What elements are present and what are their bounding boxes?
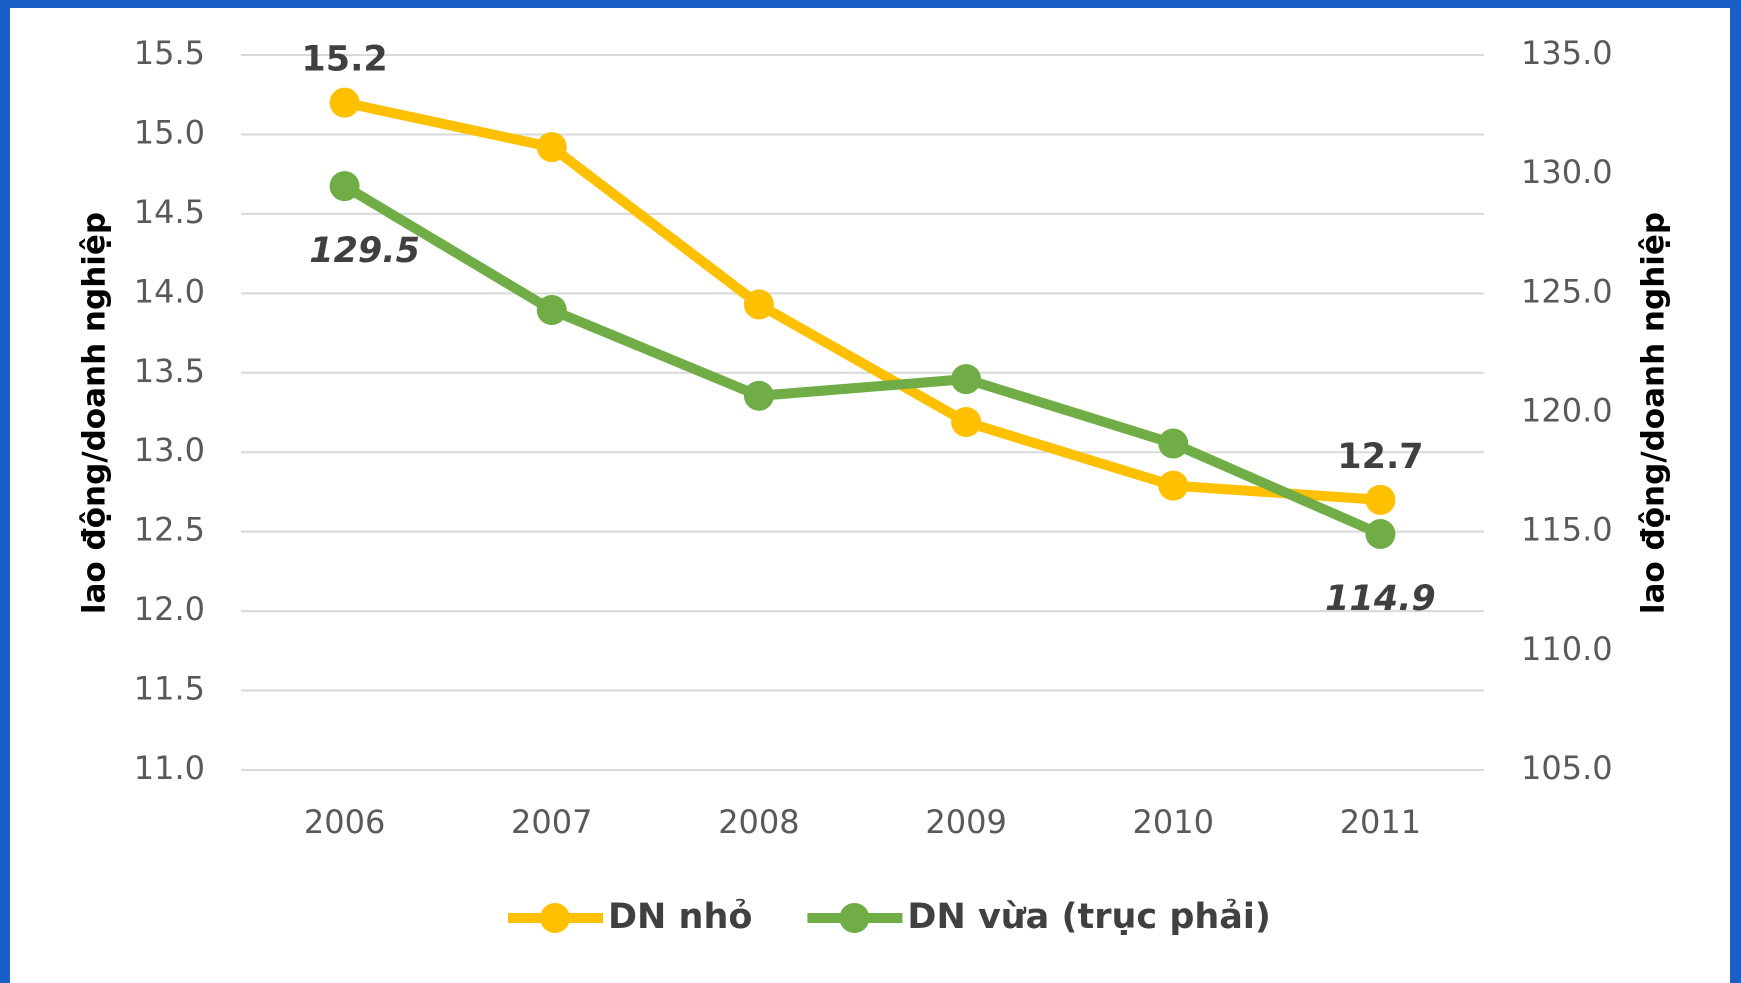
- legend-marker: [540, 903, 570, 933]
- data-label: 12.7: [1337, 437, 1423, 477]
- legend-label: DN vừa (trục phải): [907, 897, 1270, 937]
- data-label: 129.5: [309, 231, 420, 271]
- y2-tick-label: 120.0: [1521, 392, 1613, 430]
- y2-tick-label: 135.0: [1521, 34, 1613, 72]
- y-tick-label: 11.5: [134, 670, 205, 708]
- point: [1158, 470, 1189, 501]
- y-tick-label: 14.0: [134, 272, 205, 310]
- y-tick-label: 12.0: [134, 590, 205, 628]
- y-tick-label: 12.5: [134, 511, 205, 549]
- y2-tick-label: 105.0: [1521, 749, 1613, 787]
- x-tick-label: 2010: [1133, 803, 1214, 841]
- y-axis-title: lao động/doanh nghiệp: [77, 212, 113, 614]
- y-tick-label: 13.0: [134, 431, 205, 469]
- y-tick-label: 13.5: [134, 352, 205, 390]
- y-tick-label: 15.5: [134, 34, 205, 72]
- series-line: [343, 97, 1381, 505]
- y2-tick-label: 110.0: [1521, 630, 1613, 668]
- x-tick-label: 2009: [925, 803, 1006, 841]
- legend-marker: [839, 903, 870, 933]
- x-tick-label: 2011: [1340, 803, 1421, 841]
- point: [536, 295, 567, 326]
- legend-label: DN nhỏ: [608, 897, 752, 937]
- point: [1158, 428, 1189, 459]
- series-line: [342, 181, 1383, 539]
- y-tick-label: 11.0: [134, 749, 205, 787]
- y-tick-label: 14.5: [134, 193, 205, 231]
- data-label: 114.9: [1325, 579, 1436, 619]
- point: [1365, 519, 1396, 550]
- point: [1365, 484, 1396, 515]
- y2-tick-label: 125.0: [1521, 272, 1613, 310]
- point: [951, 407, 982, 438]
- point: [536, 132, 567, 163]
- point: [743, 289, 774, 320]
- point: [329, 171, 360, 202]
- point: [951, 364, 982, 395]
- y-tick-label: 15.0: [134, 113, 205, 151]
- point: [329, 87, 360, 118]
- x-tick-label: 2006: [304, 803, 385, 841]
- data-label: 15.2: [301, 40, 387, 80]
- y2-axis-title: lao động/doanh nghiệp: [1636, 212, 1672, 614]
- x-tick-label: 2007: [511, 803, 592, 841]
- x-tick-label: 2008: [718, 803, 799, 841]
- point: [743, 380, 774, 411]
- y2-tick-label: 115.0: [1521, 511, 1613, 549]
- y2-tick-label: 130.0: [1521, 153, 1613, 191]
- panel: [10, 8, 1730, 983]
